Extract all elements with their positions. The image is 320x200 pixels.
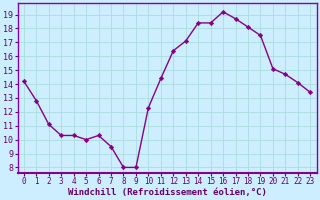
X-axis label: Windchill (Refroidissement éolien,°C): Windchill (Refroidissement éolien,°C): [68, 188, 267, 197]
